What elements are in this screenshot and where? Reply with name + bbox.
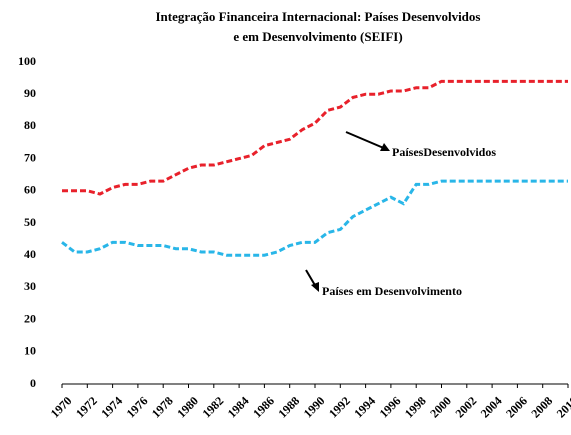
x-tick-label: 2010 [554, 394, 571, 421]
x-tick-label: 1988 [275, 394, 302, 421]
annotation-arrowhead [311, 282, 319, 292]
x-tick-label: 1994 [351, 394, 378, 421]
chart-title: Integração Financeira Internacional: Paí… [156, 9, 481, 24]
x-tick-label: 1974 [98, 394, 125, 421]
y-tick-label: 0 [30, 376, 36, 390]
annotation: Países em Desenvolvimento [322, 284, 462, 298]
x-tick-label: 2000 [427, 394, 454, 421]
chart-title: e em Desenvolvimento (SEIFI) [233, 29, 402, 44]
x-tick-label: 2002 [452, 394, 479, 421]
y-tick-label: 10 [24, 344, 36, 358]
x-tick-label: 2004 [478, 394, 505, 421]
x-tick-label: 2008 [528, 394, 555, 421]
x-tick-label: 1980 [174, 394, 201, 421]
x-tick-label: 1990 [301, 394, 328, 421]
x-tick-label: 1992 [326, 394, 353, 421]
y-tick-label: 90 [24, 86, 36, 100]
y-tick-label: 30 [24, 279, 36, 293]
y-tick-label: 40 [24, 247, 36, 261]
y-tick-label: 20 [24, 311, 36, 325]
x-tick-label: 1998 [402, 394, 429, 421]
data-line [61, 179, 568, 257]
x-tick-label: 1986 [250, 394, 277, 421]
y-tick-label: 50 [24, 215, 36, 229]
x-tick-label: 1972 [73, 394, 100, 421]
x-tick-label: 1984 [225, 394, 252, 421]
annotation-arrowhead [380, 143, 390, 151]
x-tick-label: 1996 [377, 394, 404, 421]
annotation: PaísesDesenvolvidos [392, 145, 496, 159]
x-tick-label: 1976 [124, 394, 151, 421]
data-line [62, 79, 568, 196]
x-tick-label: 1978 [149, 394, 176, 421]
x-tick-label: 2006 [503, 394, 530, 421]
y-tick-label: 70 [24, 150, 36, 164]
y-tick-label: 60 [24, 183, 36, 197]
y-tick-label: 80 [24, 118, 36, 132]
x-tick-label: 1970 [48, 394, 75, 421]
y-tick-label: 100 [18, 54, 36, 68]
x-tick-label: 1982 [199, 394, 226, 421]
annotation-arrow [345, 131, 387, 150]
